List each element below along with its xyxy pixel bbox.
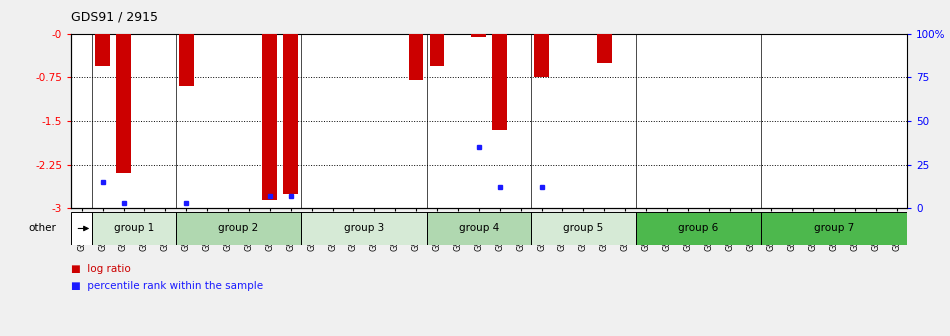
Bar (471, 34, 486, 37)
Bar (531, 212, 636, 245)
Bar (116, 34, 131, 173)
Bar (92, 212, 176, 245)
Bar (283, 34, 298, 194)
Bar (492, 34, 507, 130)
Bar (301, 212, 427, 245)
Text: group 1: group 1 (114, 223, 154, 234)
Bar (636, 212, 761, 245)
Bar (429, 34, 445, 66)
Bar (534, 34, 549, 77)
Bar (597, 34, 612, 63)
Text: group 2: group 2 (218, 223, 258, 234)
Text: group 3: group 3 (344, 223, 384, 234)
Bar (427, 212, 531, 245)
Text: other: other (28, 223, 56, 234)
Text: GDS91 / 2915: GDS91 / 2915 (71, 10, 159, 23)
Text: group 4: group 4 (459, 223, 499, 234)
Bar (95, 34, 110, 66)
Bar (761, 212, 907, 245)
Text: group 5: group 5 (563, 223, 603, 234)
Bar (262, 34, 277, 200)
Bar (408, 34, 424, 80)
Text: ■  log ratio: ■ log ratio (71, 264, 131, 274)
Bar (71, 212, 92, 245)
Text: group 6: group 6 (678, 223, 718, 234)
Text: group 7: group 7 (814, 223, 854, 234)
Bar (176, 212, 301, 245)
Text: ■  percentile rank within the sample: ■ percentile rank within the sample (71, 281, 263, 291)
Bar (179, 34, 194, 86)
